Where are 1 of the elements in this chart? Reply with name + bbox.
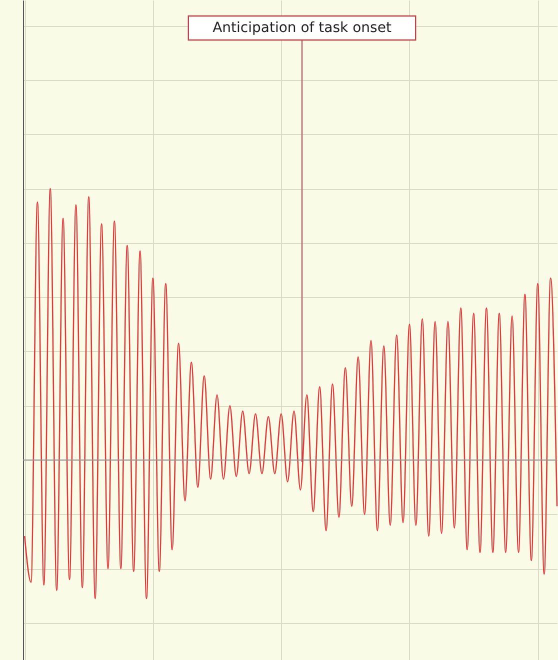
text: Anticipation of task onset	[212, 20, 392, 36]
